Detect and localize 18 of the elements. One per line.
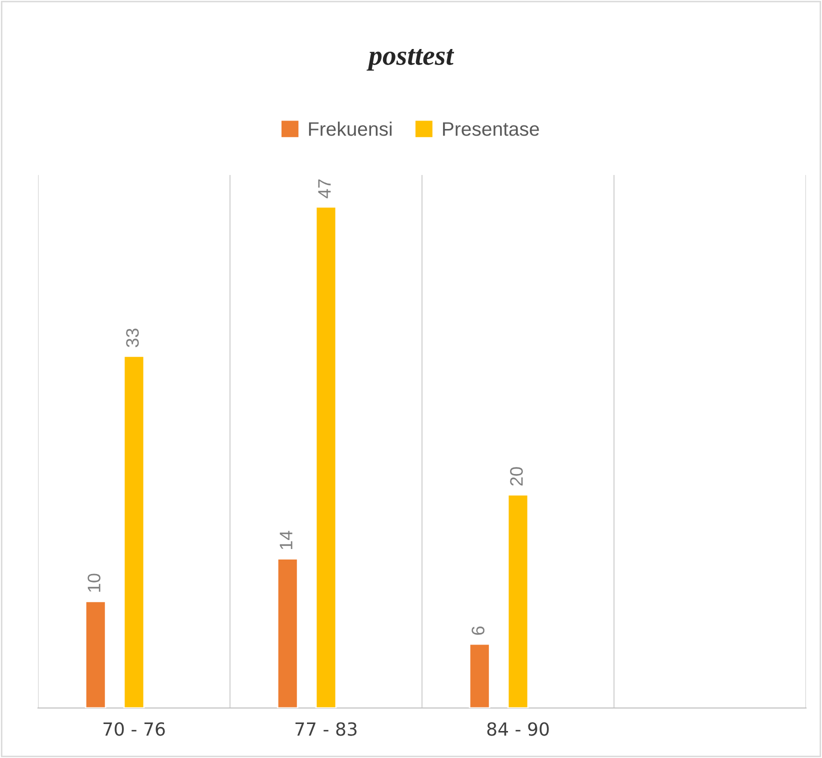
bar <box>315 206 337 708</box>
chart-title: posttest <box>366 49 454 71</box>
bar <box>276 558 298 708</box>
bar <box>468 643 490 708</box>
legend-label: Frekuensi <box>309 122 392 136</box>
bar <box>123 356 145 708</box>
data-label: 14 <box>280 530 292 550</box>
data-label: 6 <box>472 626 484 635</box>
data-label: 47 <box>318 179 331 198</box>
x-tick-label: 84 - 90 <box>487 722 549 736</box>
x-tick-label: 70 - 76 <box>104 722 165 736</box>
legend-label: Presentase <box>443 122 539 136</box>
x-tick-label: 77 - 83 <box>296 722 357 736</box>
data-label: 10 <box>88 574 100 592</box>
data-label: 33 <box>126 328 139 348</box>
data-label: 20 <box>510 467 523 486</box>
bar <box>84 600 106 708</box>
bar <box>507 494 529 708</box>
